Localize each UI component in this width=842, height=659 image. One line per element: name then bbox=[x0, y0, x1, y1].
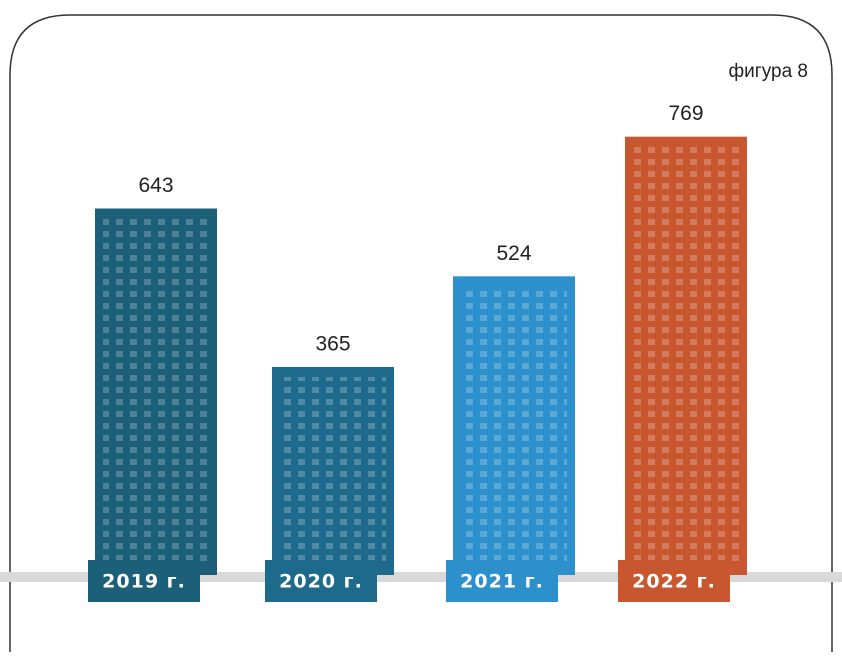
value-label: 769 bbox=[668, 102, 703, 125]
value-label: 365 bbox=[315, 332, 350, 355]
category-tag bbox=[265, 560, 377, 602]
category-label: 2022 г. bbox=[632, 571, 716, 593]
category-tag bbox=[618, 560, 730, 602]
category-label: 2019 г. bbox=[102, 571, 186, 593]
bar-windows bbox=[633, 146, 739, 566]
value-label: 524 bbox=[496, 242, 531, 265]
bar-windows bbox=[103, 218, 209, 566]
value-label: 643 bbox=[138, 174, 173, 197]
bar-windows bbox=[280, 376, 386, 565]
category-label: 2021 г. bbox=[460, 571, 544, 593]
frame bbox=[9, 14, 833, 652]
category-tag bbox=[446, 560, 558, 602]
figure-note: фигура 8 bbox=[729, 61, 808, 82]
category-label: 2020 г. bbox=[279, 571, 363, 593]
ground bbox=[0, 572, 842, 582]
bar-windows bbox=[461, 286, 567, 565]
category-tag bbox=[88, 560, 200, 602]
